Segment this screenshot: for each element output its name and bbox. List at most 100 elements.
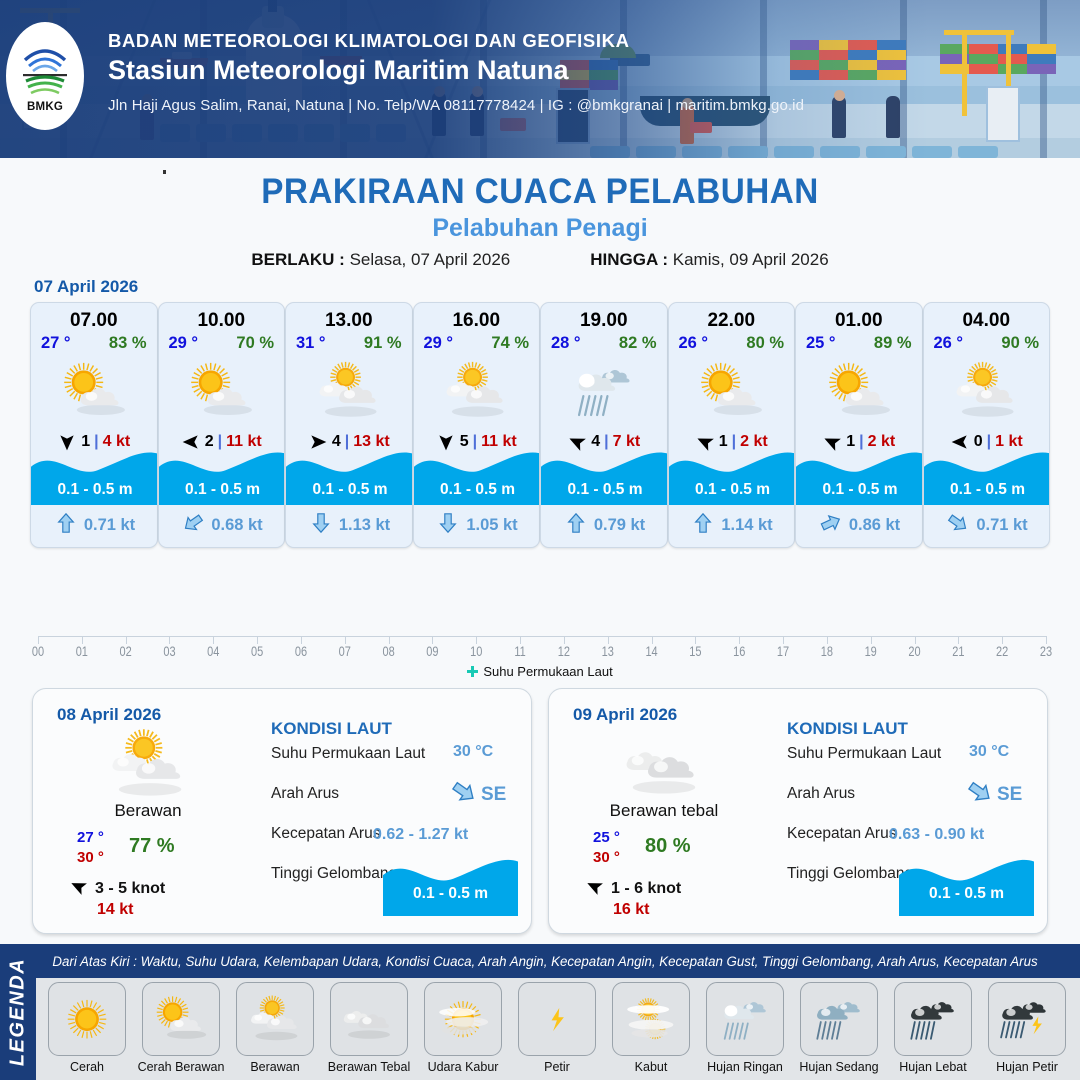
berawan-icon xyxy=(286,355,412,427)
legend-item: Petir xyxy=(510,982,604,1074)
card-wave-height: 0.1 - 0.5 m xyxy=(440,481,515,498)
chart-tick-label: 09 xyxy=(426,644,439,660)
chart-tick xyxy=(826,636,828,644)
valid-from-label: BERLAKU : xyxy=(251,250,345,269)
bmkg-logo-mark xyxy=(23,48,67,94)
chart-tick-label: 21 xyxy=(952,644,965,660)
card-current-row: 0.79 kt xyxy=(541,512,667,539)
chart-tick xyxy=(125,636,127,644)
wave-graphic xyxy=(541,447,667,505)
card-humidity: 82 % xyxy=(618,334,657,352)
berawan-tebal-icon xyxy=(609,731,719,797)
card-separator: | xyxy=(217,433,223,450)
current-direction-arrow-icon xyxy=(310,512,332,539)
chart-tick-label: 13 xyxy=(601,644,614,660)
chart-tick-label: 11 xyxy=(514,644,526,660)
chart-tick-label: 10 xyxy=(470,644,483,660)
daily-panel: 09 April 2026 Berawan tebal 25 ° 30 ° 80… xyxy=(548,688,1048,934)
card-current-row: 1.05 kt xyxy=(414,512,540,539)
legend-item-label: Berawan Tebal xyxy=(327,1060,411,1074)
card-temperature: 29 ° xyxy=(168,334,199,352)
chart-tick xyxy=(388,636,390,644)
panel-row-labels: Suhu Permukaan Laut Arah Arus Kecepatan … xyxy=(271,745,521,905)
berawan-icon xyxy=(924,355,1050,427)
card-wind-speed: 1 xyxy=(81,433,91,450)
valid-until-label: HINGGA : xyxy=(590,250,668,269)
card-wind-speed: 0 xyxy=(973,433,983,450)
card-wind-row: 1 | 4 kt xyxy=(31,427,157,457)
card-gust: 11 kt xyxy=(481,433,517,450)
chart-tick xyxy=(783,636,785,644)
sst-series-label: Suhu Permukaan Laut xyxy=(483,664,613,679)
card-separator: | xyxy=(472,433,478,450)
udara-kabur-icon xyxy=(424,982,502,1056)
validity-row: BERLAKU : Selasa, 07 April 2026 HINGGA :… xyxy=(0,250,1080,270)
card-current-speed: 0.71 kt xyxy=(976,516,1028,534)
wind-direction-arrow-icon xyxy=(585,877,604,901)
panel-humidity: 77 % xyxy=(129,835,175,857)
legend-item: Udara Kabur xyxy=(416,982,510,1074)
card-gust: 1 kt xyxy=(995,433,1023,450)
card-wind-speed: 2 xyxy=(204,433,214,450)
chart-tick-label: 23 xyxy=(1039,644,1053,660)
wind-direction-arrow-icon xyxy=(181,432,201,452)
legend-item: Cerah xyxy=(40,982,134,1074)
bmkg-logo: BMKG xyxy=(6,22,84,130)
card-gust: 2 kt xyxy=(867,433,896,450)
wind-direction-arrow-icon xyxy=(57,432,77,452)
panel-current-direction-label: SE xyxy=(997,784,1023,805)
panel-temp-max: 30 ° xyxy=(593,849,620,866)
chart-tick xyxy=(914,636,916,644)
panel-section-title: KONDISI LAUT xyxy=(787,719,908,738)
legend-item: Berawan xyxy=(228,982,322,1074)
bmkg-logo-text: BMKG xyxy=(27,100,63,113)
page-title: PRAKIRAAN CUACA PELABUHAN xyxy=(261,172,819,211)
card-current-speed: 0.79 kt xyxy=(593,516,646,534)
card-current-speed: 1.14 kt xyxy=(721,516,773,534)
legend-item-label: Cerah Berawan xyxy=(137,1060,225,1074)
panel-current-direction: SE xyxy=(967,779,1022,811)
chart-tick xyxy=(344,636,346,644)
chart-tick xyxy=(300,636,302,644)
card-wind-row: 5 | 11 kt xyxy=(414,427,540,457)
chart-tick-label: 03 xyxy=(163,644,176,660)
current-direction-arrow-icon xyxy=(437,512,459,539)
panel-gust: 14 kt xyxy=(97,901,134,918)
legend-item-label: Udara Kabur xyxy=(427,1060,499,1074)
legend-items: Cerah Cerah Berawan Berawan xyxy=(40,982,1080,1074)
legend-section: LEGENDA Dari Atas Kiri : Waktu, Suhu Uda… xyxy=(0,944,1080,1080)
row-label-sst: Suhu Permukaan Laut xyxy=(271,745,426,762)
card-time: 01.00 xyxy=(834,310,883,331)
chart-tick xyxy=(1002,636,1004,644)
card-wind-row: 4 | 13 kt xyxy=(286,427,412,457)
chart-tick xyxy=(1046,636,1047,644)
chart-tick-label: 15 xyxy=(689,644,702,660)
chart-tick-label: 08 xyxy=(382,644,395,660)
card-wave-height: 0.1 - 0.5 m xyxy=(185,481,260,498)
card-current-speed: 1.05 kt xyxy=(466,516,518,534)
chart-tick xyxy=(257,636,259,644)
card-wind-row: 2 | 11 kt xyxy=(159,427,285,457)
card-current-row: 1.14 kt xyxy=(669,512,795,539)
card-current-speed: 0.68 kt xyxy=(211,516,263,534)
wave-graphic xyxy=(158,447,285,505)
chart-tick-label: 12 xyxy=(557,644,571,660)
hujan-ringan-icon xyxy=(706,982,784,1056)
legend-item-label: Hujan Lebat xyxy=(899,1060,967,1074)
sst-series-marker xyxy=(467,665,479,677)
panel-section-title: KONDISI LAUT xyxy=(271,719,392,738)
chart-tick-label: 02 xyxy=(119,644,132,660)
chart-tick xyxy=(563,636,565,644)
card-time: 04.00 xyxy=(962,310,1011,331)
daily-panel: 08 April 2026 Berawan 27 ° 30 ° 77 % 3 -… xyxy=(32,688,532,934)
chart-tick-label: 19 xyxy=(864,644,877,660)
legend-item-label: Berawan xyxy=(250,1060,300,1074)
panel-current-speed: 0.62 - 1.27 kt xyxy=(373,826,469,843)
hourly-card: 10.00 29 ° 70 % 2 | 11 kt 0.1 - 0.5 m 0.… xyxy=(157,302,285,548)
valid-from: BERLAKU : Selasa, 07 April 2026 xyxy=(251,250,510,270)
hujan-sedang-icon xyxy=(800,982,878,1056)
legend-side-label: LEGENDA xyxy=(6,957,29,1067)
chart-x-axis xyxy=(38,636,1046,637)
card-separator: | xyxy=(986,433,992,450)
current-direction-arrow-icon xyxy=(692,512,714,539)
